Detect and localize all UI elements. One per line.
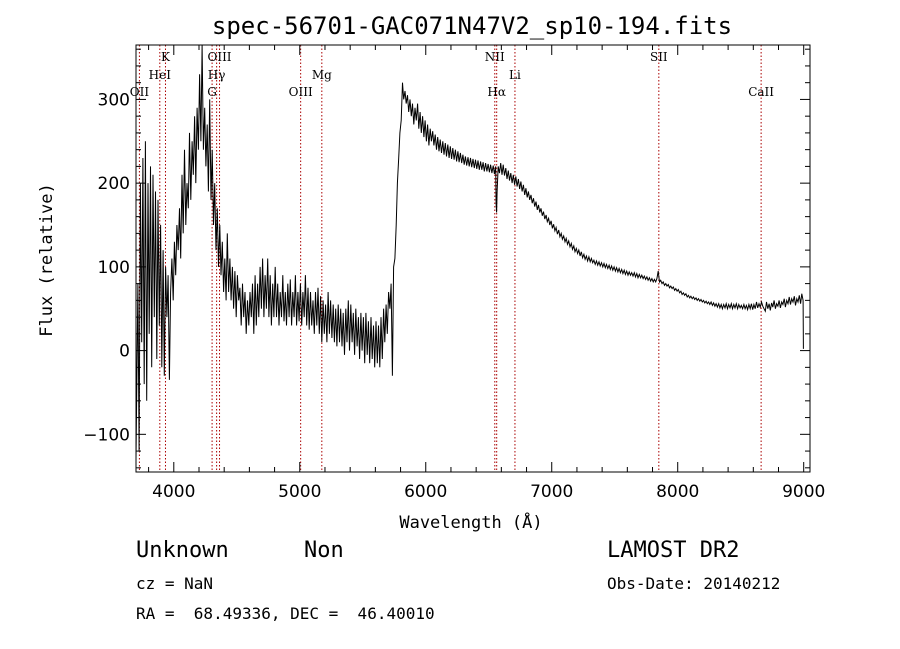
line-marker-label: OIII xyxy=(289,85,313,99)
line-marker-label: G xyxy=(207,85,217,99)
coordinates: RA = 68.49336, DEC = 46.40010 xyxy=(136,604,435,623)
x-tick-label: 6000 xyxy=(404,482,447,502)
plot-frame xyxy=(135,44,811,473)
x-tick-label: 8000 xyxy=(656,482,699,502)
y-tick-label: −100 xyxy=(83,425,130,445)
redshift: cz = NaN xyxy=(136,574,214,593)
x-tick-label: 4000 xyxy=(152,482,195,502)
spectrum-line xyxy=(135,44,804,460)
line-marker-label: K xyxy=(161,50,171,64)
survey-name: LAMOST DR2 xyxy=(607,538,740,563)
line-marker-label: CaII xyxy=(748,85,774,99)
line-marker-label: Hγ xyxy=(208,68,226,82)
y-axis-label: Flux (relative) xyxy=(37,183,57,337)
line-marker-label: OIII xyxy=(207,50,231,64)
obs-date: Obs-Date: 20140212 xyxy=(607,574,781,593)
x-axis-label: Wavelength (Å) xyxy=(399,511,542,533)
line-marker-label: NII xyxy=(485,50,505,64)
line-marker-label: Mg xyxy=(312,68,332,82)
y-tick-label: 100 xyxy=(98,258,130,278)
y-tick-label: 300 xyxy=(98,90,130,110)
spectrum-chart: spec-56701-GAC071N47V2_sp10-194.fits OII… xyxy=(37,12,825,533)
x-tick-label: 9000 xyxy=(782,482,825,502)
line-marker-label: OII xyxy=(130,85,150,99)
line-marker-label: HeI xyxy=(149,68,172,82)
y-tick-label: 200 xyxy=(98,174,130,194)
x-tick-label: 5000 xyxy=(278,482,321,502)
object-subclass: Non xyxy=(304,538,344,563)
line-marker-label: Li xyxy=(509,68,521,82)
chart-title: spec-56701-GAC071N47V2_sp10-194.fits xyxy=(212,12,732,40)
object-class: Unknown xyxy=(136,538,229,563)
line-marker-label: SII xyxy=(650,50,668,64)
axis-ticks: 4000 5000 6000 7000 8000 9000 −100 0 100 200 300 xyxy=(83,45,825,502)
line-marker-label: Hα xyxy=(487,85,506,99)
y-tick-label: 0 xyxy=(119,342,130,362)
x-tick-label: 7000 xyxy=(530,482,573,502)
